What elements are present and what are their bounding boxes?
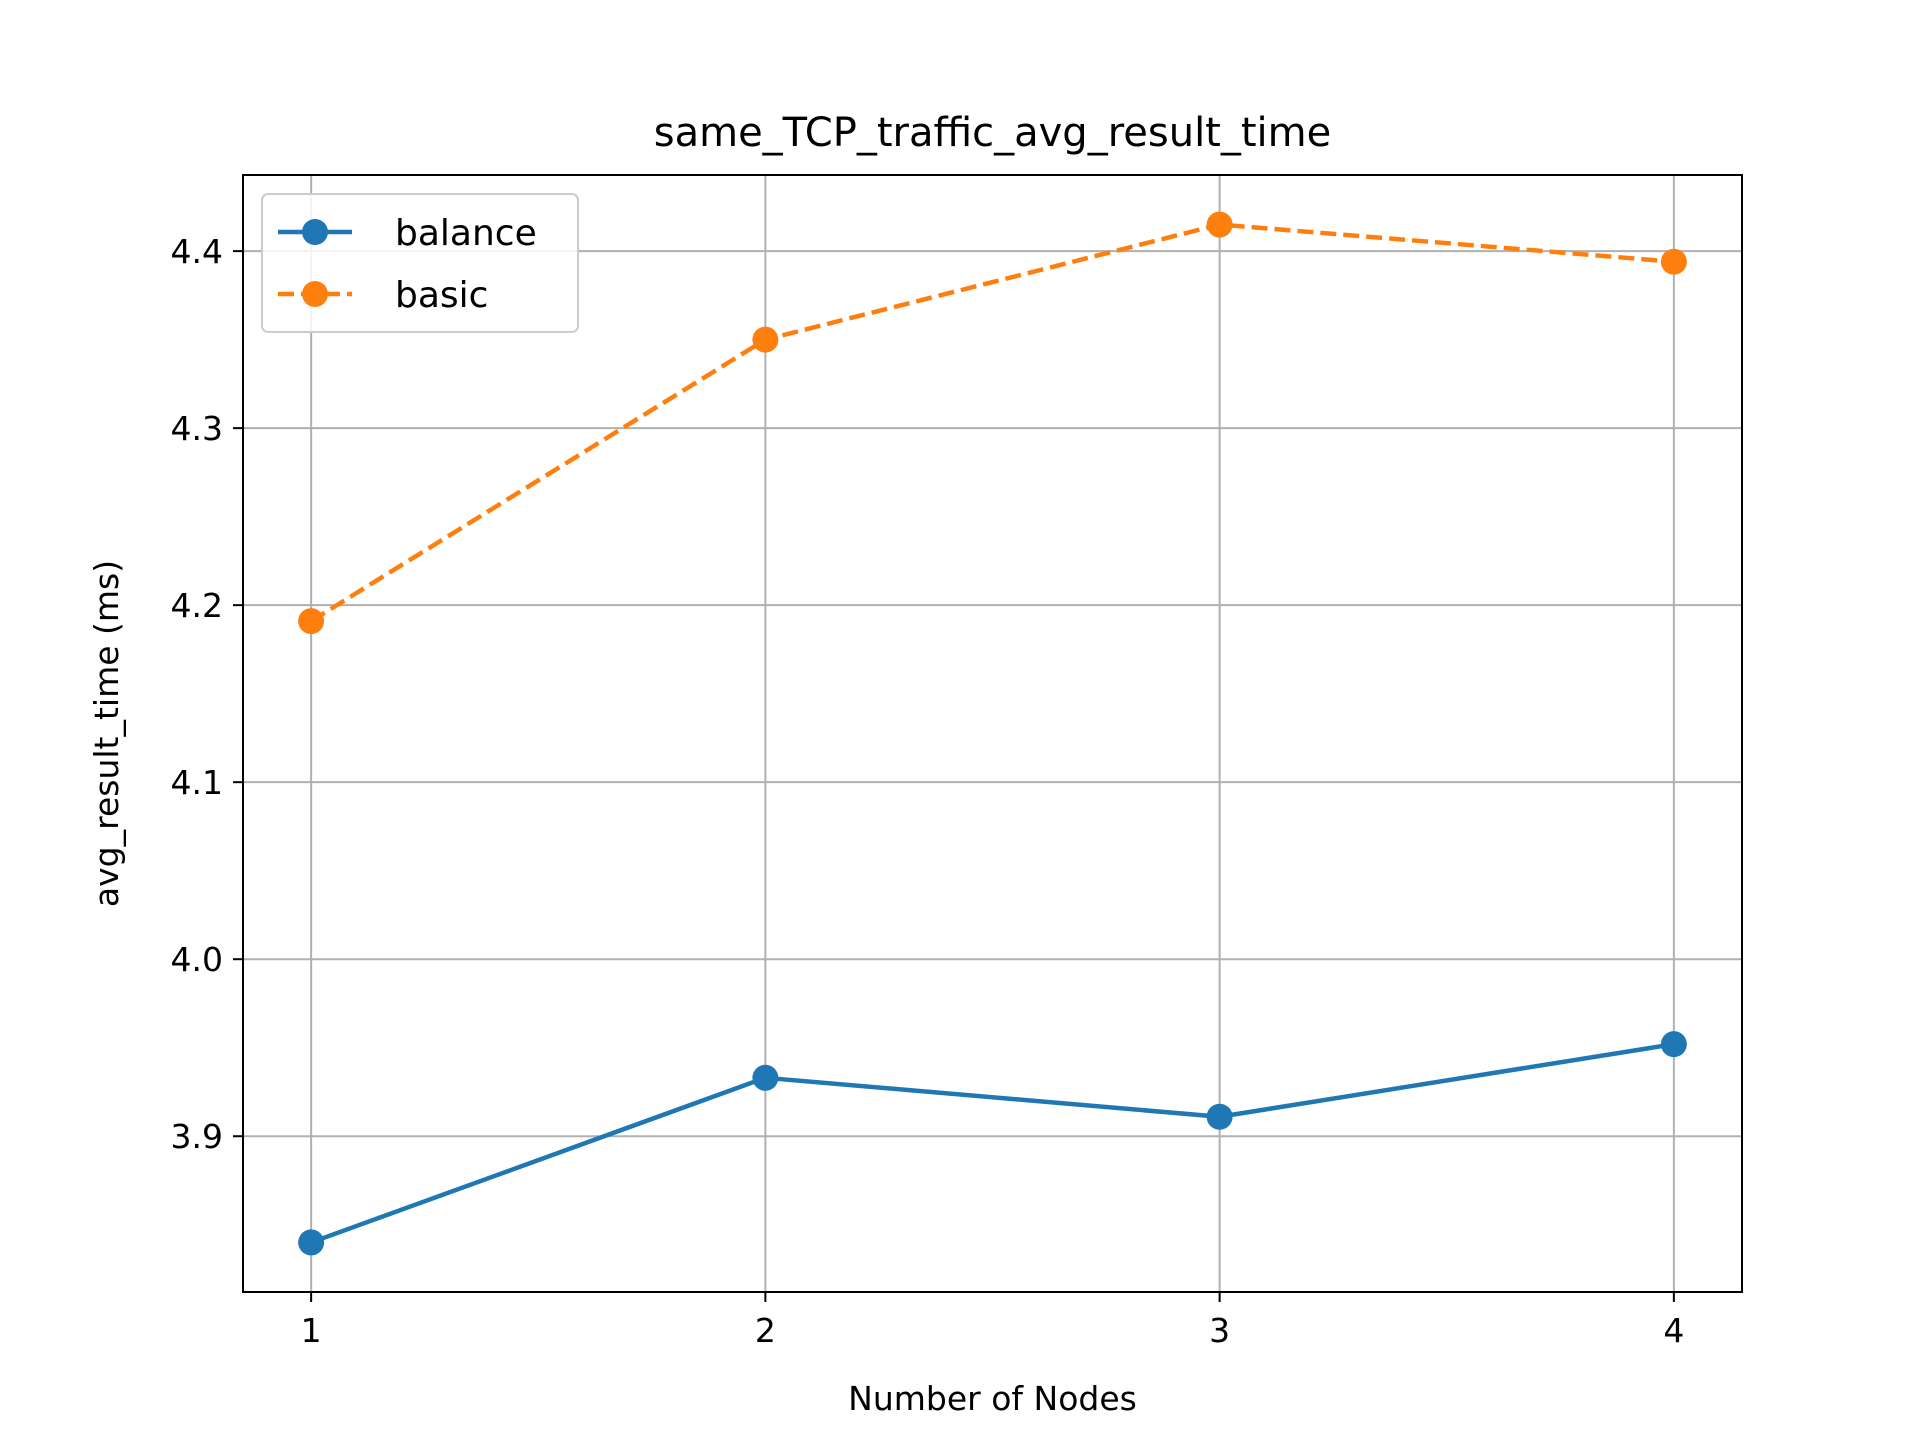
y-tick-label: 4.2: [171, 586, 223, 625]
x-tick-label: 3: [1209, 1311, 1230, 1350]
y-tick-label: 4.4: [171, 232, 223, 271]
data-point-basic: [298, 608, 325, 635]
grid-lines: [243, 175, 1742, 1292]
legend-marker-balance: [302, 219, 328, 245]
legend-label-basic: basic: [395, 275, 488, 316]
x-axis-label: Number of Nodes: [848, 1379, 1137, 1418]
axis-ticks: 1 2 3 4 3.9 4.0 4.1 4.2 4.3 4.4: [171, 232, 1685, 1350]
plot-area-frame: [242, 174, 1743, 1293]
legend-box: [261, 193, 579, 333]
data-point-balance: [1206, 1103, 1233, 1130]
x-tick-label: 1: [301, 1311, 322, 1350]
series-line-basic: [309, 222, 1675, 624]
y-tick-label: 3.9: [171, 1117, 223, 1156]
data-point-basic: [1206, 211, 1233, 238]
data-point-basic: [752, 326, 779, 353]
x-tick-label: 2: [755, 1311, 776, 1350]
y-axis-label: avg_result_time (ms): [87, 560, 126, 907]
legend: balance basic: [261, 193, 579, 333]
chart-title: same_TCP_traffic_avg_result_time: [654, 110, 1331, 156]
data-point-balance: [1660, 1031, 1687, 1058]
data-point-balance: [752, 1064, 779, 1091]
y-tick-label: 4.1: [171, 763, 223, 802]
x-tick-label: 4: [1663, 1311, 1684, 1350]
data-point-balance: [298, 1229, 325, 1256]
data-point-basic: [1660, 248, 1687, 275]
series-line-balance: [310, 1041, 1675, 1245]
legend-marker-basic: [302, 281, 328, 307]
y-tick-label: 4.3: [171, 409, 223, 448]
y-tick-label: 4.0: [171, 940, 223, 979]
legend-label-balance: balance: [395, 213, 537, 254]
series-layer: [298, 211, 1687, 1256]
